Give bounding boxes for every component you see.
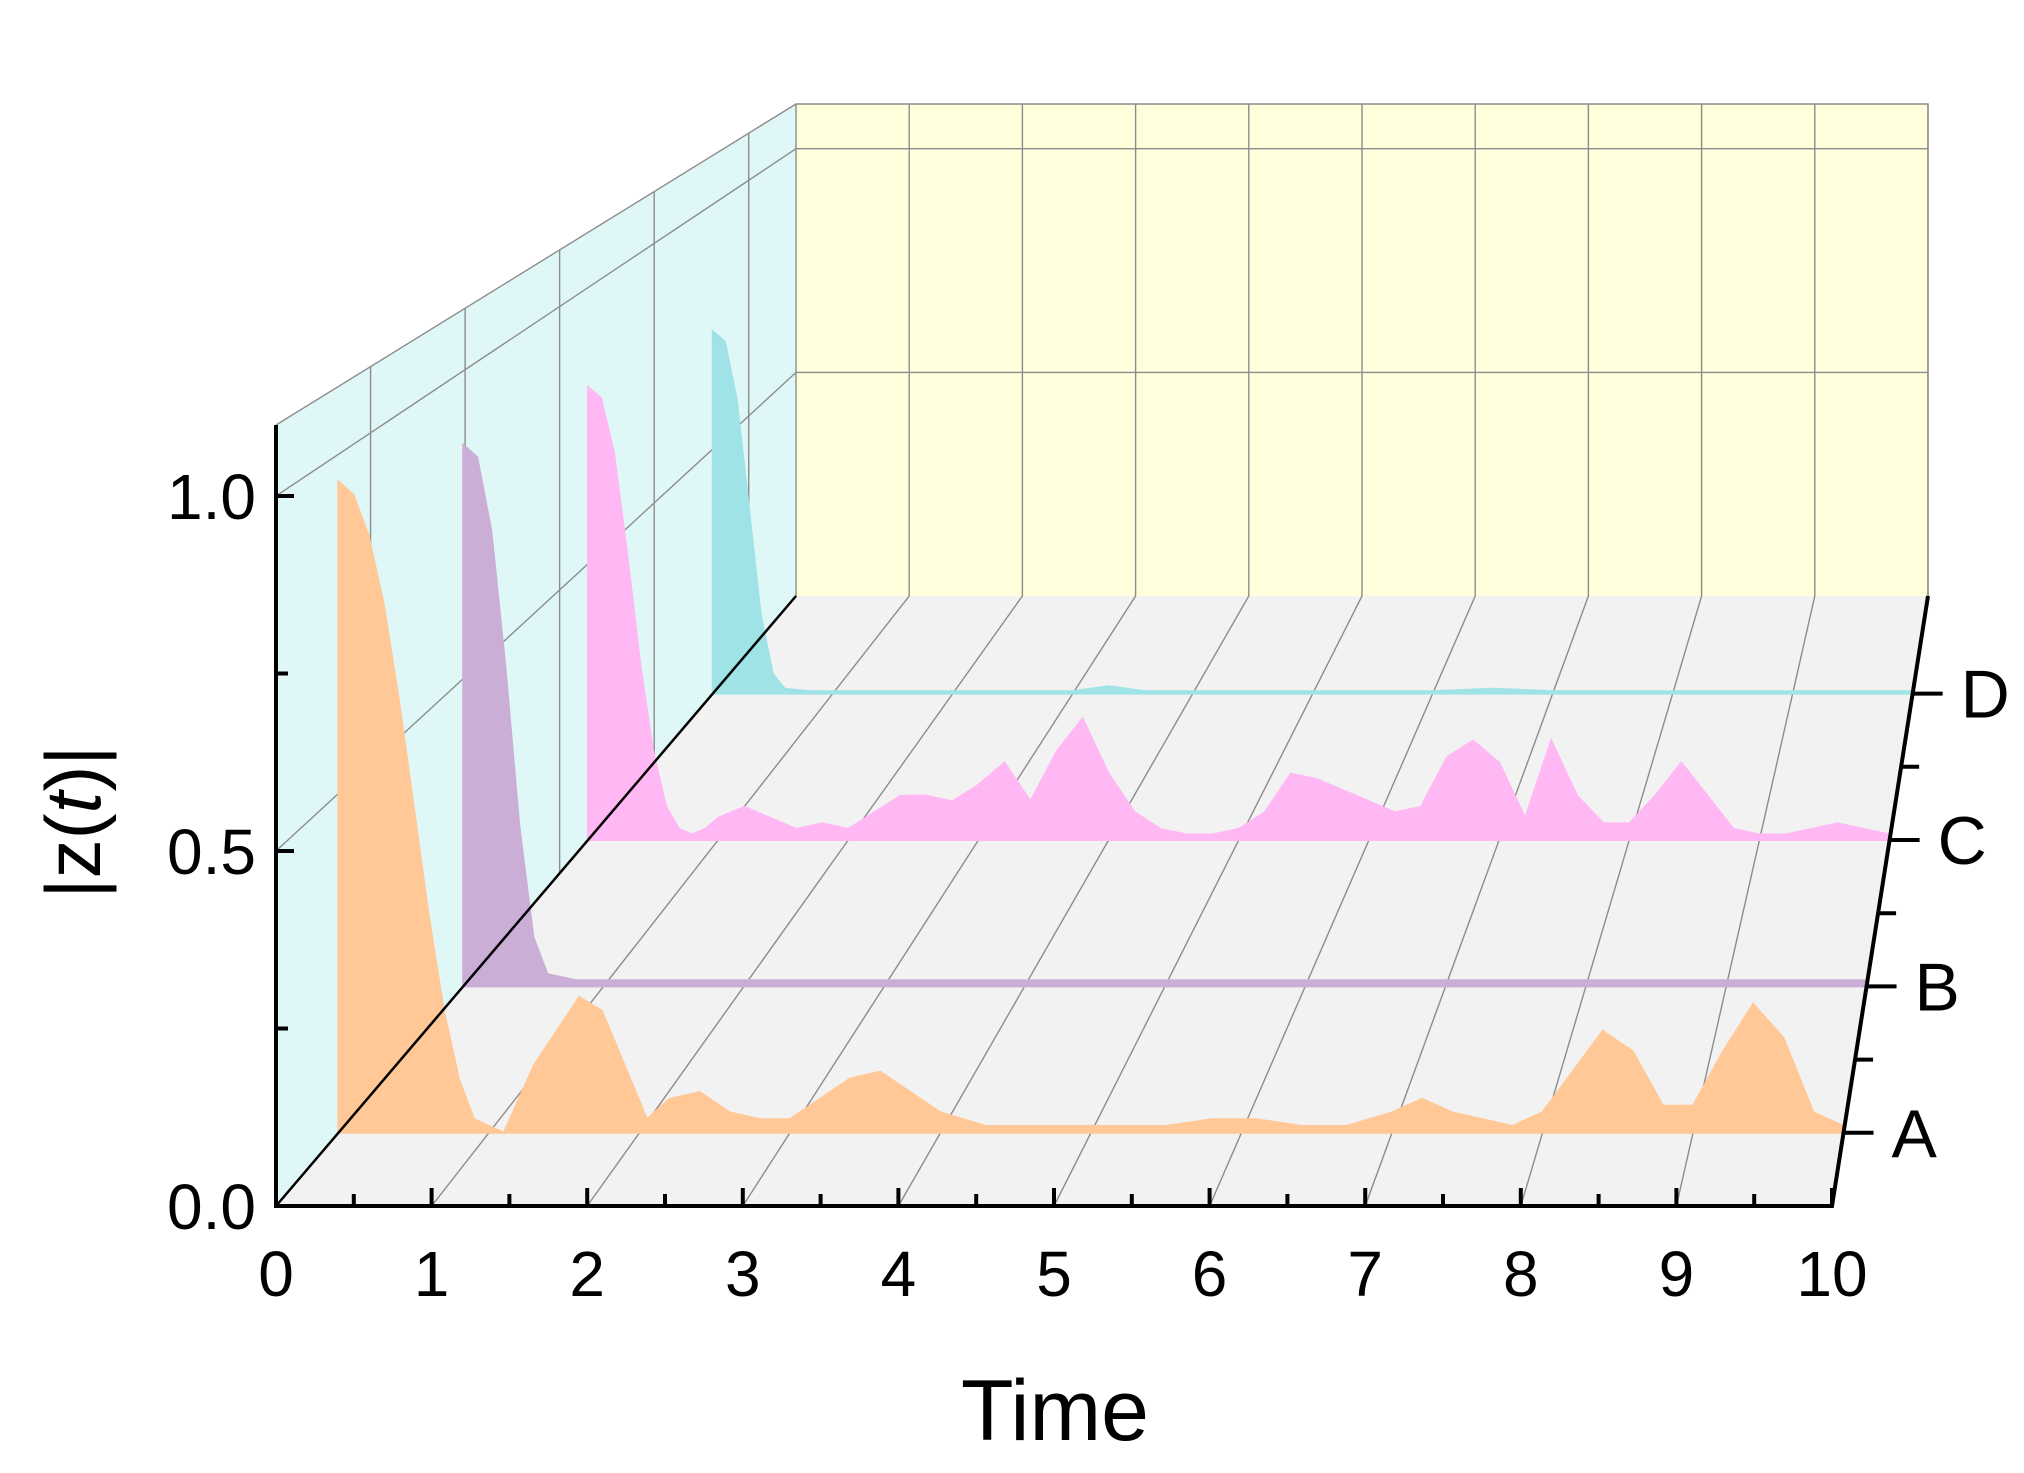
series-label-a: A [1892, 1096, 1938, 1172]
x-tick-label: 2 [569, 1238, 605, 1310]
series-a-area [337, 479, 1845, 1135]
y-axis-title-prefix: |z( [29, 813, 117, 898]
z-grid-line [275, 147, 1928, 497]
x-grid-line [1208, 104, 1476, 1207]
x-tick-label: 1 [414, 1238, 450, 1310]
y-tick-label: 1.0 [167, 461, 256, 533]
x-grid-line [1675, 104, 1816, 1207]
x-grid-line [1364, 104, 1590, 1207]
x-tick-label: 9 [1659, 1238, 1695, 1310]
x-axis-title: Time [961, 1363, 1149, 1459]
wall-outline [275, 103, 1929, 596]
x-tick-label: 6 [1192, 1238, 1228, 1310]
series-layer [337, 329, 1914, 1135]
x-tick-label: 10 [1796, 1238, 1867, 1310]
series-label-b: B [1915, 949, 1960, 1025]
series-label-d: D [1961, 657, 2010, 733]
series-d-area [711, 329, 1914, 695]
series-label-c: C [1938, 803, 1987, 879]
y-tick-label: 0.5 [167, 816, 256, 888]
x-grid-line [1520, 104, 1703, 1207]
x-grid-line [742, 104, 1137, 1207]
depth-axis-line [275, 595, 797, 1207]
z-grid-line [275, 371, 1928, 852]
x-tick-label: 7 [1347, 1238, 1383, 1310]
y-axis-title: |z(t)| [29, 745, 117, 898]
floor-plane [276, 596, 1928, 1206]
x-tick-label: 3 [725, 1238, 761, 1310]
y-axis-title-variable: t [29, 788, 117, 813]
x-tick-label: 8 [1503, 1238, 1539, 1310]
y-axis-title-suffix: )| [29, 745, 117, 791]
x-grid-line [586, 104, 1024, 1207]
series-c-area [587, 384, 1891, 841]
chart-walls [276, 104, 1928, 1206]
x-grid-line [1053, 104, 1363, 1207]
x-tick-label: 5 [1036, 1238, 1072, 1310]
x-grid-line [897, 104, 1250, 1207]
series-b-area [462, 442, 1868, 988]
x-grid-line [431, 104, 910, 1207]
x-tick-label: 0 [258, 1238, 294, 1310]
y-tick-label: 0.0 [167, 1171, 256, 1243]
x-tick-label: 4 [881, 1238, 917, 1310]
